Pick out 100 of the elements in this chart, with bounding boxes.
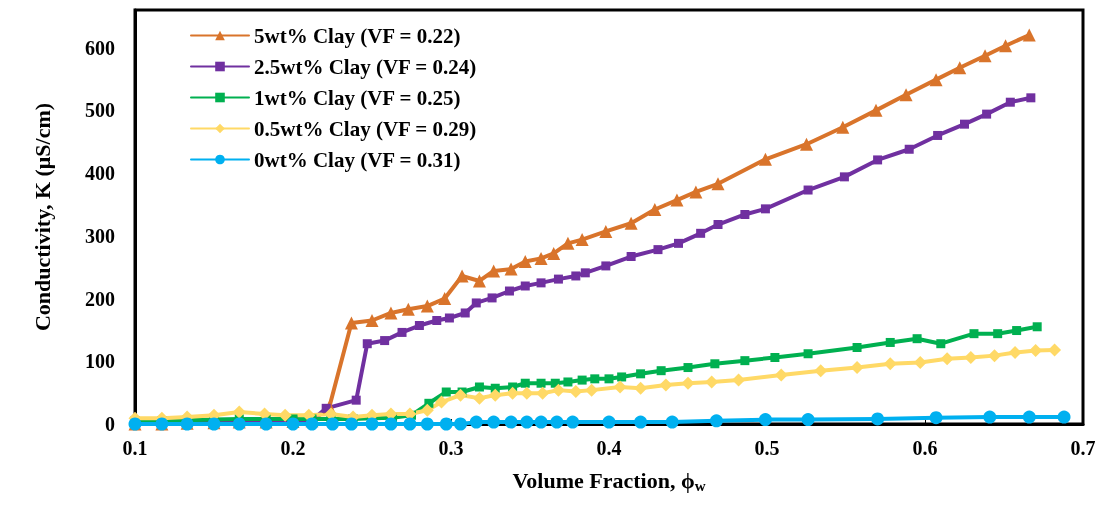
point [569,384,583,398]
point [774,368,788,382]
point [913,356,927,370]
point [472,391,486,405]
point [460,308,470,318]
point [504,415,518,429]
point [602,415,616,429]
x-tick-label: 0.5 [754,437,780,459]
x-tick-label: 0.6 [912,437,938,459]
point [613,380,627,394]
point [674,238,684,248]
point [575,233,589,247]
point [553,274,563,284]
point [278,408,292,422]
point [885,337,895,347]
point [504,286,514,296]
point [681,376,695,390]
point [520,378,530,388]
y-tick-label: 100 [85,350,115,373]
y-tick-label: 500 [85,99,115,122]
point [420,403,434,417]
point [439,417,453,431]
point [432,316,442,325]
point [988,349,1002,363]
point [883,357,897,371]
point [1029,344,1043,358]
point [711,177,725,191]
point [536,278,546,288]
point [982,109,992,119]
point [453,417,467,431]
point [384,306,398,320]
point [626,252,636,262]
point [1026,93,1036,103]
point [836,120,850,134]
point [403,417,417,431]
point [365,417,379,431]
point [506,386,520,400]
point [487,415,501,429]
point [585,383,599,397]
point [659,378,673,392]
x-tick-label: 0.3 [438,437,464,459]
point [740,209,750,219]
point [740,356,750,366]
point [438,292,452,306]
legend-label: 5wt% Clay (VF = 0.22) [254,23,461,48]
point [326,417,339,431]
point [571,271,581,281]
point [551,383,565,397]
x-tick-label: 0.7 [1070,437,1096,459]
point [258,407,272,421]
y-tick-label: 400 [85,162,115,185]
legend-label: 1wt% Clay (VF = 0.25) [254,85,461,110]
point [1032,322,1042,332]
point [665,415,679,429]
point [960,119,969,129]
point [953,61,967,75]
point [414,321,424,331]
x-tick-label: 0.1 [122,437,148,459]
point [474,382,484,392]
point [758,413,772,427]
point [871,412,885,426]
point [344,316,358,330]
point [365,314,379,327]
point [518,255,532,269]
point [1048,343,1062,357]
legend-label: 0.5wt% Clay (VF = 0.29) [254,116,477,141]
point [929,73,943,87]
x-tick-label: 0.4 [596,437,622,459]
point [547,246,561,260]
point [536,386,550,400]
point [471,298,481,308]
point [648,202,662,216]
point [566,415,580,429]
point [940,352,954,366]
point [520,386,534,400]
point [577,375,587,385]
point [344,417,358,431]
point [705,375,719,389]
point [732,373,746,387]
point [561,236,575,250]
point [683,363,693,373]
point [1057,410,1071,424]
point [420,299,434,313]
point [397,327,407,337]
point [803,185,813,195]
y-axis-title: Conductivity, K (μS/cm) [29,102,55,332]
point [758,152,772,166]
point [441,387,451,397]
point [487,264,501,278]
point [472,274,486,288]
y-tick-label: 600 [85,36,115,59]
point [760,204,770,214]
point [993,329,1003,339]
point [636,369,646,379]
point [624,216,638,230]
point [936,339,946,349]
point [1012,326,1022,336]
point [969,329,979,339]
point [444,313,454,323]
point [324,407,338,421]
